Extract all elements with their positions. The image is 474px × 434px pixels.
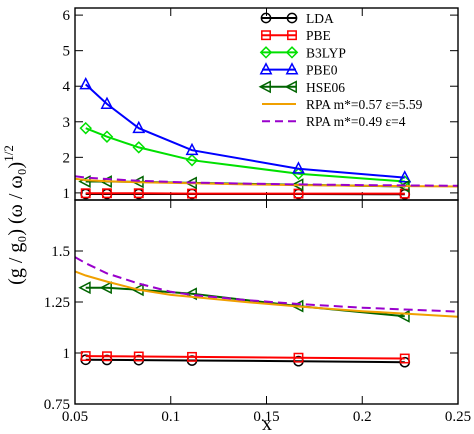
legend-label: RPA m*=0.57 ε=5.59 <box>306 97 423 112</box>
data-point-pbe <box>133 351 144 362</box>
data-point-pbe0 <box>185 142 199 156</box>
data-point-b3lyp <box>132 141 146 154</box>
series-line-rpa-eps4 <box>75 256 458 313</box>
data-point-pbe <box>102 351 112 362</box>
data-point-pbe <box>133 188 144 199</box>
panel-top: 1 2 3 4 5 6 LDA PBE B3LYP PBE0 HSE06 RPA m*=0.57 ε=… <box>63 7 459 202</box>
panel-bottom: 0.75 1 1.25 1.5 0.05 0.1 0.15 0.2 0.25 <box>44 199 471 425</box>
y-tick-label: 1 <box>63 186 71 202</box>
data-point-pbe <box>80 351 91 362</box>
data-point-b3lyp <box>185 153 199 167</box>
panel-frame <box>74 199 459 405</box>
x-tick-label: 0.1 <box>161 409 180 425</box>
legend-marker <box>286 12 298 24</box>
y-axis-title-text: (g / g₀) (ω / ω₀) <box>5 162 27 285</box>
data-point-b3lyp <box>79 121 92 135</box>
plot-area-bottom <box>75 256 458 368</box>
legend-marker <box>285 46 299 59</box>
legend-marker <box>258 80 271 94</box>
y-tick-label: 5 <box>63 44 71 60</box>
legend-label: LDA <box>306 11 334 26</box>
y-tick-label: 4 <box>63 79 71 95</box>
legend-marker <box>260 12 272 24</box>
data-point-b3lyp <box>100 130 114 143</box>
data-point-pbe0 <box>79 77 93 90</box>
data-point-b3lyp <box>292 167 305 180</box>
data-point-hse06 <box>99 281 112 295</box>
data-point-pbe0 <box>132 120 146 134</box>
legend-marker <box>285 62 299 75</box>
series-line-pbe0 <box>85 83 405 179</box>
x-tick-label: 0.05 <box>62 409 88 425</box>
data-point-pbe0 <box>100 96 114 109</box>
x-tick-label: 0.15 <box>253 409 279 425</box>
legend-label: B3LYP <box>306 45 346 60</box>
x-tick-label: 0.2 <box>353 409 372 425</box>
legend-label: PBE0 <box>306 63 338 78</box>
data-point-pbe <box>293 352 304 363</box>
y-tick-label: 1.25 <box>44 295 70 311</box>
data-point-hse06 <box>78 175 91 188</box>
x-tick-label: 0.25 <box>445 409 471 425</box>
legend-marker <box>287 30 297 41</box>
data-point-pbe <box>80 188 91 199</box>
x-axis-title: x <box>262 413 272 434</box>
legend-marker <box>284 80 297 94</box>
legend-label: RPA m*=0.49 ε=4 <box>306 114 406 129</box>
series-line-pbe <box>85 355 405 360</box>
legend-label: PBE <box>306 28 331 43</box>
legend-marker <box>259 62 273 75</box>
y-tick-label: 3 <box>63 115 71 131</box>
data-point-pbe <box>187 351 197 362</box>
plot-area-top <box>75 77 458 200</box>
data-point-pbe <box>293 188 304 199</box>
y-tick-label: 1.5 <box>51 244 70 260</box>
data-point-pbe <box>399 353 410 364</box>
y-axis-title: (g / g₀) (ω / ω₀)1/2 <box>1 145 27 285</box>
legend-label: HSE06 <box>306 80 345 95</box>
y-axis-title-exponent: 1/2 <box>1 145 16 162</box>
data-point-pbe0 <box>398 170 412 183</box>
data-point-hse06 <box>78 281 91 295</box>
series-line-rpa-eps4 <box>75 175 458 187</box>
legend: LDA PBE B3LYP PBE0 HSE06 RPA m*=0.57 ε=5.59 RP… <box>258 11 423 129</box>
series-line-rpa-eps559 <box>75 270 458 318</box>
y-tick-label: 1 <box>63 346 71 362</box>
data-point-pbe <box>102 188 112 199</box>
y-tick-label: 6 <box>63 8 71 24</box>
legend-marker <box>261 30 271 41</box>
y-tick-label: 2 <box>63 150 71 166</box>
legend-marker <box>259 46 273 59</box>
data-point-pbe0 <box>292 161 305 174</box>
y-tick-label: 0.75 <box>44 397 70 413</box>
data-point-pbe <box>187 188 197 199</box>
